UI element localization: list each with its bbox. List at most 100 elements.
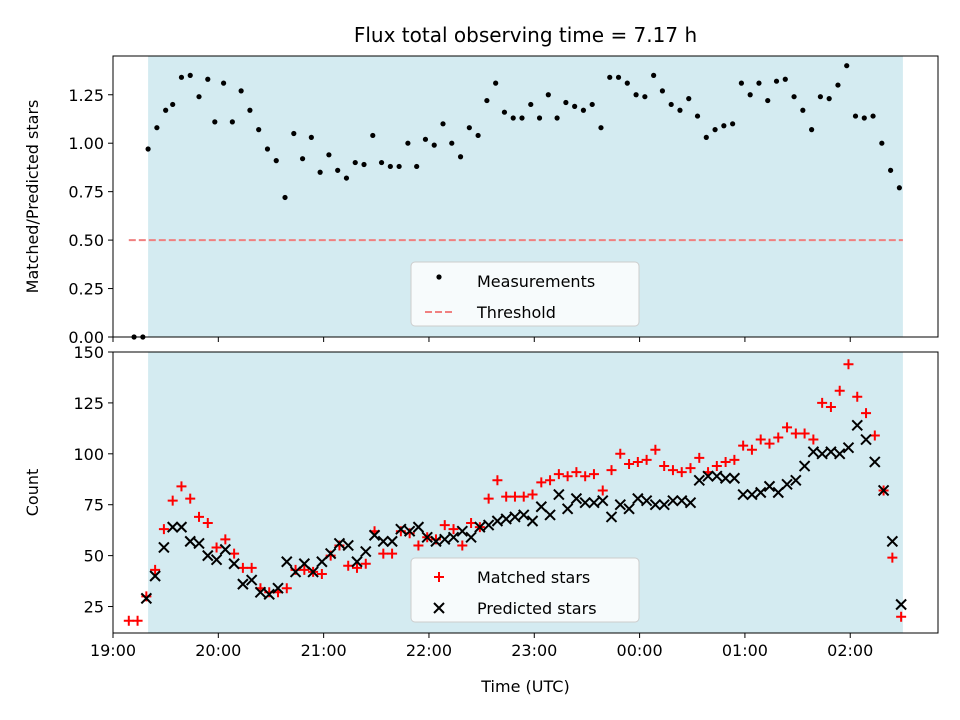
x-tick-label: 19:00: [90, 641, 136, 660]
data-point: [791, 94, 797, 100]
data-point: [896, 611, 907, 622]
data-point: [676, 467, 687, 478]
data-point: [535, 501, 548, 513]
data-point: [860, 433, 872, 446]
data-point: [693, 474, 705, 486]
data-point: [211, 542, 222, 553]
series-predicted-stars: [140, 419, 907, 611]
data-point: [825, 446, 837, 458]
data-point: [440, 121, 446, 127]
data-point: [457, 540, 468, 551]
data-point: [807, 446, 820, 458]
data-point: [475, 132, 481, 139]
data-point: [826, 96, 832, 102]
data-point: [888, 167, 894, 173]
data-point: [738, 440, 749, 451]
data-point: [545, 92, 551, 98]
data-point: [852, 391, 863, 402]
legend-marker: [433, 602, 445, 614]
data-point: [457, 154, 464, 160]
data-point: [387, 163, 393, 170]
data-point: [572, 103, 578, 109]
data-point: [245, 574, 258, 586]
data-point: [150, 564, 161, 575]
data-point: [544, 509, 556, 521]
data-point: [730, 121, 736, 127]
data-point: [449, 140, 455, 146]
data-point: [817, 94, 823, 100]
data-point: [178, 74, 185, 80]
data-point: [439, 533, 451, 546]
legend-label: Predicted stars: [477, 599, 597, 618]
data-point: [746, 488, 758, 501]
data-point: [772, 486, 784, 499]
data-point: [166, 521, 179, 533]
data-point: [501, 109, 508, 115]
data-point: [589, 101, 595, 108]
data-point: [703, 134, 709, 140]
data-point: [196, 94, 202, 100]
data-point: [896, 185, 902, 191]
legend-label: Threshold: [476, 303, 556, 322]
data-point: [790, 428, 801, 439]
legend-label: Measurements: [477, 272, 595, 291]
data-point: [149, 570, 161, 582]
data-point: [615, 74, 622, 80]
data-point: [163, 107, 169, 113]
data-point: [378, 548, 389, 559]
data-point: [545, 475, 556, 486]
data-point: [528, 101, 534, 108]
data-point: [447, 531, 460, 544]
data-point: [132, 615, 143, 626]
y-tick-label: 1.00: [68, 134, 104, 153]
legend-marker: [436, 274, 442, 280]
data-point: [324, 547, 337, 560]
count-panel: 25 50 75 100 125 150 19:00 20:00 21:00 22:00 23:00…: [23, 343, 939, 696]
data-point: [781, 478, 793, 491]
data-point: [187, 72, 193, 78]
data-point: [536, 477, 547, 488]
data-point: [676, 494, 688, 507]
data-point: [588, 496, 600, 509]
legend-box: [410, 261, 640, 327]
data-point: [711, 470, 723, 482]
data-point: [563, 99, 569, 106]
data-point: [123, 615, 134, 626]
data-point: [264, 146, 271, 152]
y-tick-label: 0.25: [68, 280, 104, 299]
data-point: [588, 469, 599, 480]
data-point: [773, 78, 780, 84]
data-point: [614, 499, 626, 511]
data-point: [281, 583, 292, 594]
data-point: [430, 535, 442, 548]
x-tick-label: 23:00: [511, 641, 557, 660]
data-point: [421, 531, 433, 544]
data-point: [202, 549, 214, 562]
data-point: [220, 534, 231, 545]
data-point: [886, 535, 899, 548]
data-point: [659, 461, 670, 472]
data-point: [474, 521, 486, 533]
data-point: [212, 119, 218, 125]
data-point: [526, 515, 539, 527]
data-point: [633, 92, 639, 98]
data-point: [712, 127, 718, 133]
y-tick-label: 0.00: [68, 328, 104, 347]
data-point: [202, 518, 213, 529]
data-point: [817, 397, 828, 408]
data-point: [642, 94, 648, 100]
data-point: [500, 513, 512, 525]
data-point: [307, 566, 319, 578]
data-point: [175, 521, 188, 533]
chart-title: Flux total observing time = 7.17 h: [354, 23, 697, 47]
data-point: [799, 428, 810, 439]
data-point: [580, 471, 591, 482]
data-point: [879, 140, 885, 146]
data-point: [351, 562, 362, 573]
data-point: [580, 107, 587, 113]
data-point: [519, 115, 525, 121]
data-point: [728, 472, 741, 484]
data-point: [607, 74, 613, 80]
y-axis-label: Matched/Predicted stars: [23, 100, 42, 294]
data-point: [484, 97, 490, 104]
